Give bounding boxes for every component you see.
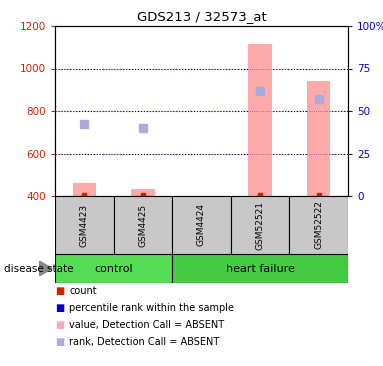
Text: ■: ■ — [55, 286, 64, 296]
Text: GSM52522: GSM52522 — [314, 201, 323, 250]
Text: GSM52521: GSM52521 — [255, 201, 265, 250]
Text: ■: ■ — [55, 320, 64, 330]
Bar — [114, 196, 172, 254]
Text: GSM4423: GSM4423 — [80, 203, 89, 247]
Bar — [172, 196, 231, 254]
Text: ■: ■ — [55, 303, 64, 313]
Bar — [231, 196, 290, 254]
Bar — [290, 196, 348, 254]
Text: GSM4424: GSM4424 — [197, 203, 206, 246]
Text: percentile rank within the sample: percentile rank within the sample — [69, 303, 234, 313]
Bar — [307, 81, 331, 196]
Text: disease state: disease state — [4, 264, 73, 273]
Bar — [73, 183, 96, 196]
Text: ■: ■ — [55, 337, 64, 347]
Text: count: count — [69, 286, 97, 296]
Bar — [55, 254, 172, 283]
Bar — [55, 196, 114, 254]
Text: rank, Detection Call = ABSENT: rank, Detection Call = ABSENT — [69, 337, 219, 347]
Text: value, Detection Call = ABSENT: value, Detection Call = ABSENT — [69, 320, 224, 330]
Text: heart failure: heart failure — [226, 264, 295, 273]
Text: control: control — [94, 264, 133, 273]
Polygon shape — [39, 261, 52, 276]
Bar — [172, 254, 348, 283]
Text: GSM4425: GSM4425 — [138, 203, 147, 247]
Title: GDS213 / 32573_at: GDS213 / 32573_at — [137, 11, 266, 23]
Bar — [249, 44, 272, 196]
Bar — [131, 189, 155, 196]
